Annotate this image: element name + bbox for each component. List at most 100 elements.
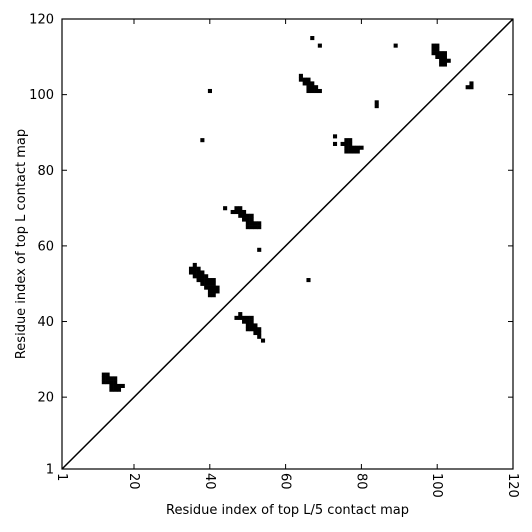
contact-cell [431,43,436,48]
contact-cell [442,58,447,63]
contact-cell [435,47,440,52]
contact-cell [242,217,247,222]
contact-cell [442,62,447,67]
contact-cell [348,138,353,143]
contact-cell [116,383,122,388]
contact-cell [113,376,118,381]
contact-cell [238,312,243,317]
contact-cell [435,51,440,56]
contact-cell [109,376,114,381]
contact-cell [257,330,262,336]
y-tick-label: 120 [29,13,54,28]
contact-cell [314,85,319,90]
contact-cell [109,387,114,392]
contact-cell [332,141,338,146]
x-tick-label: 1 [54,473,69,481]
contact-cell [249,221,254,226]
y-tick-label: 60 [37,239,54,254]
contact-cell [257,334,262,339]
contact-cell [101,372,106,377]
contact-cell [344,149,349,154]
contact-cell [348,141,353,146]
contact-cell [242,315,247,320]
x-tick-label: 40 [202,473,217,490]
contact-cell [200,281,205,286]
contact-cell [348,149,353,154]
contact-cell [188,266,194,271]
contact-cell [207,289,212,294]
contact-cell [196,278,201,283]
contact-cell [306,88,311,94]
contact-cell [207,285,212,290]
contact-cell [196,274,201,279]
contact-cell [310,85,315,90]
contact-cell [317,43,322,48]
contact-cell [204,274,209,279]
contact-cell [192,270,197,275]
contact-cell [249,225,254,230]
contact-cell [442,54,447,59]
contact-cell [257,327,262,332]
contact-cell [306,278,311,283]
contact-cell [105,376,110,381]
contact-cell [200,278,205,283]
contact-cell [200,274,205,279]
contact-cell [234,209,239,215]
x-tick-label: 120 [505,473,520,498]
contact-cell [257,225,262,230]
contact-cell [245,327,250,332]
contact-cell [245,323,250,328]
contact-cell [249,319,254,324]
contact-cell [101,376,106,381]
y-tick-label: 80 [37,164,54,179]
contact-cell [253,330,258,336]
contact-cell [344,141,349,146]
contact-cell [253,327,258,332]
contact-cell [439,54,444,59]
contact-cell [431,51,436,56]
contact-cell [116,387,122,392]
y-axis-label: Residue index of top L contact map [14,129,29,359]
x-axis-label: Residue index of top L/5 contact map [166,503,409,518]
contact-cell [257,247,262,252]
contact-cell [344,145,349,150]
contact-cell [355,145,360,150]
contact-cell [306,85,311,90]
contact-cell [469,85,474,90]
contact-cell [105,380,110,385]
contact-cell [306,81,311,86]
contact-cell [234,206,239,211]
contact-cell [242,209,247,215]
contact-cell [374,104,379,109]
contact-cell [207,281,212,286]
contact-cell [314,88,319,94]
contact-cell [310,88,315,94]
contact-cell [215,289,220,294]
contact-cell [204,281,209,286]
contact-cell [298,77,303,82]
contact-cell [207,293,212,298]
contact-cell [105,372,110,377]
contact-cell [215,285,220,290]
contact-cell [306,77,311,82]
contact-cell [374,100,379,105]
contact-cell [120,383,125,388]
contact-cell [101,380,106,385]
contact-cell [207,88,212,94]
contact-cell [113,383,118,388]
y-tick-label: 40 [37,315,54,330]
diagonal-line [61,18,514,470]
contact-cell [109,380,114,385]
x-tick-label: 60 [278,473,293,490]
contact-cell [192,262,197,267]
contact-cell [204,278,209,283]
contact-cell [238,206,243,211]
contact-cell [332,134,338,139]
contact-cell [439,62,444,67]
contact-cell [302,81,307,86]
contact-cell [211,278,216,283]
contact-cell [245,221,250,226]
contact-cell [249,323,254,328]
x-tick-label: 80 [353,473,368,490]
